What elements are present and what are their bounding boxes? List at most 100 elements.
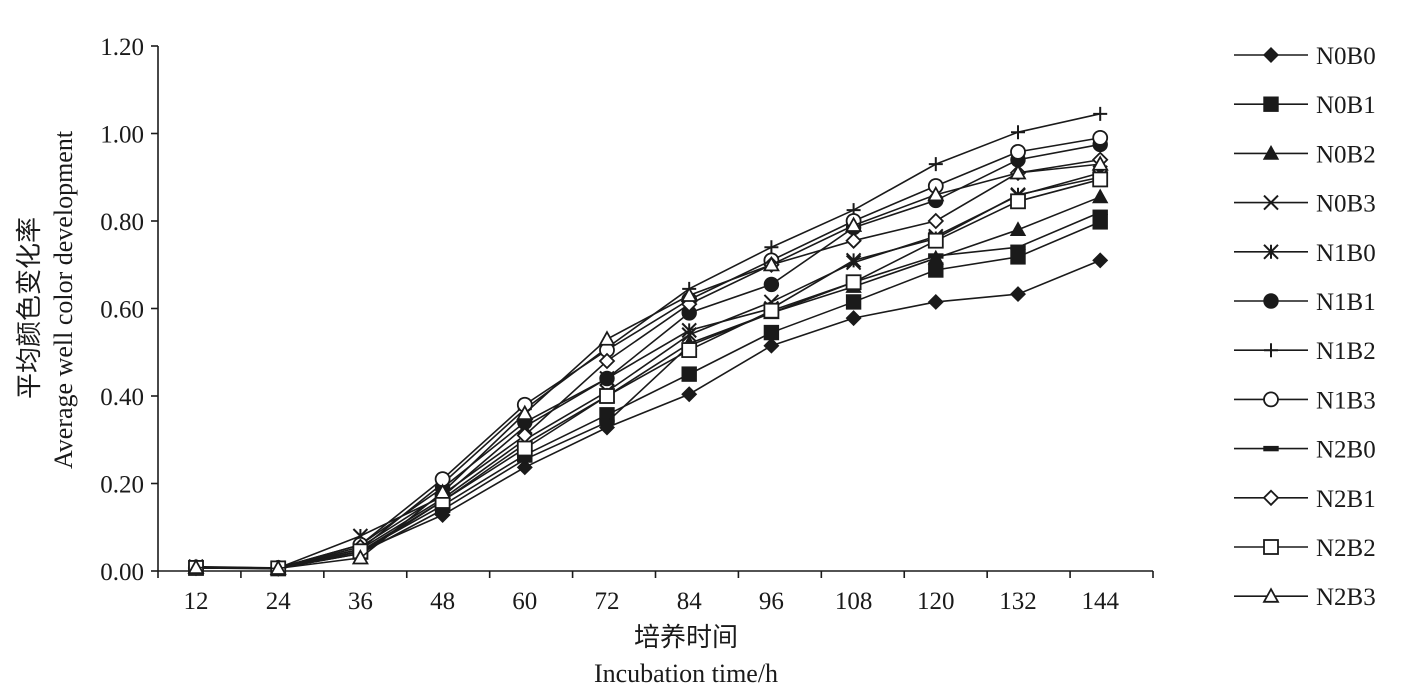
data-point-n2b3 (680, 286, 698, 302)
legend-item-n1b2: N1B2 (1234, 338, 1376, 365)
data-point-n2b2 (845, 274, 862, 291)
legend-marker (1263, 47, 1279, 63)
data-point-n0b1 (1092, 214, 1108, 230)
data-point-n0b1 (763, 324, 780, 341)
legend-label: N0B0 (1316, 43, 1376, 70)
legend-marker (1263, 391, 1279, 408)
data-point-n0b0 (1092, 252, 1109, 269)
legend-marker (1263, 293, 1279, 309)
series-n1b3 (188, 129, 1109, 576)
legend-marker (1263, 539, 1279, 555)
x-tick-label: 84 (677, 588, 703, 615)
data-point-n2b0 (599, 419, 615, 425)
data-point-n2b2 (927, 232, 944, 249)
data-point-n0b0 (681, 386, 698, 403)
series-line-n0b1 (195, 221, 1101, 570)
data-point-n1b0 (845, 252, 862, 269)
series-n0b1 (188, 214, 1108, 577)
data-point-n1b1 (599, 370, 615, 387)
data-point-n0b1 (845, 294, 862, 310)
data-point-n2b3 (434, 483, 452, 499)
legend-label: N1B3 (1316, 387, 1376, 414)
legend-label: N0B3 (1316, 191, 1376, 218)
data-point-n2b0 (928, 253, 944, 259)
legend-item-n1b3: N1B3 (1234, 387, 1376, 414)
data-point-n2b2 (681, 342, 698, 358)
data-point-n0b0 (927, 293, 944, 310)
series-line-n2b3 (195, 163, 1101, 570)
y-tick-label: 0.40 (100, 384, 144, 411)
legend-marker (1263, 244, 1279, 260)
y-axis-title-english: Average well color development (49, 130, 78, 469)
axes: 0.00 0.20 0.40 0.60 0.80 1.00 1.20 12 24 36 48 60 72… (100, 34, 1154, 615)
data-point-n2b3 (1009, 164, 1027, 180)
data-point-n0b2 (1009, 221, 1027, 237)
x-tick-label: 60 (512, 588, 537, 615)
data-point-n0b0 (1010, 286, 1026, 303)
series-line-n1b1 (195, 143, 1101, 569)
data-point-n2b0 (1010, 244, 1026, 250)
legend-item-n2b1: N2B1 (1234, 486, 1376, 513)
legend-marker (1264, 343, 1278, 358)
legend-marker (1263, 96, 1279, 112)
legend-label: N1B0 (1316, 240, 1376, 267)
data-point-n2b3 (598, 330, 616, 346)
series-line-n1b3 (195, 137, 1101, 569)
data-point-n0b0 (845, 310, 862, 327)
x-tick-label: 36 (348, 588, 373, 615)
data-point-n1b3 (1010, 143, 1026, 160)
y-tick-label: 0.60 (100, 297, 144, 324)
data-point-n2b1 (598, 352, 616, 370)
data-point-n2b0 (517, 456, 533, 463)
legend-label: N0B2 (1316, 141, 1376, 168)
series-n1b2 (189, 106, 1108, 575)
data-point-n1b2 (1011, 125, 1025, 140)
series-line-n2b0 (195, 211, 1101, 570)
legend-item-n0b1: N0B1 (1234, 92, 1376, 119)
legend-marker (1263, 445, 1279, 452)
data-point-n1b3 (1092, 129, 1109, 146)
y-tick-label: 0.00 (100, 559, 144, 586)
legend-item-n0b3: N0B3 (1234, 191, 1376, 218)
data-point-n2b1 (927, 212, 945, 230)
data-point-n2b2 (1010, 193, 1026, 210)
legend-item-n2b3: N2B3 (1234, 584, 1376, 611)
x-tick-label: 108 (835, 588, 873, 615)
data-point-n1b2 (764, 240, 779, 255)
series-n2b3 (187, 155, 1109, 575)
data-point-n1b1 (763, 276, 780, 293)
x-tick-label: 144 (1081, 588, 1119, 615)
legend-label: N0B1 (1316, 92, 1376, 119)
legend-label: N1B2 (1316, 338, 1376, 365)
data-point-n2b2 (1092, 171, 1109, 188)
x-tick-label: 24 (266, 588, 292, 615)
x-tick-label: 12 (184, 588, 209, 615)
data-point-n2b2 (599, 388, 615, 404)
data-point-n2b1 (845, 232, 862, 249)
data-point-n0b0 (763, 337, 780, 354)
legend-label: N1B1 (1316, 289, 1376, 316)
x-axis-title-chinese: 培养时间 (634, 623, 738, 652)
data-point-n0b1 (1010, 249, 1026, 265)
data-point-n2b3 (1091, 155, 1109, 171)
data-point-n2b3 (269, 559, 287, 575)
legend-marker (1262, 587, 1280, 603)
series-line-n1b0 (195, 176, 1101, 569)
y-tick-label: 1.20 (100, 34, 144, 61)
legend-item-n2b0: N2B0 (1234, 437, 1376, 464)
legend-marker (1262, 489, 1280, 507)
data-point-n0b1 (928, 262, 944, 278)
data-point-n0b1 (681, 366, 697, 382)
x-tick-label: 48 (430, 588, 455, 615)
x-axis-title-english: Incubation time/h (594, 659, 778, 688)
data-point-n0b0 (516, 459, 533, 476)
series-n0b0 (188, 252, 1109, 577)
y-axis-title-chinese: 平均颜色变化率 (15, 217, 44, 399)
data-point-n1b2 (1093, 106, 1108, 121)
data-point-n1b0 (681, 322, 697, 339)
series-line-n2b2 (195, 178, 1101, 570)
data-point-n2b3 (351, 549, 369, 565)
y-tick-label: 0.80 (100, 209, 144, 236)
